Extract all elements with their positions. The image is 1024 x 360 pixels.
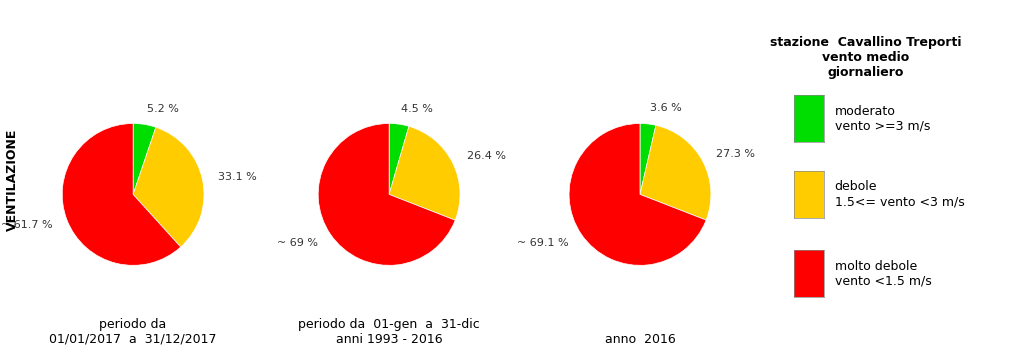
Wedge shape <box>62 123 180 265</box>
Wedge shape <box>133 123 156 194</box>
Wedge shape <box>569 123 707 265</box>
Text: VENTILAZIONE: VENTILAZIONE <box>6 129 18 231</box>
Text: ~ 61.7 %: ~ 61.7 % <box>1 220 52 230</box>
Wedge shape <box>389 123 409 194</box>
Text: ~ 69 %: ~ 69 % <box>276 238 317 248</box>
Wedge shape <box>640 123 656 194</box>
Wedge shape <box>389 126 460 220</box>
Text: periodo da  01-gen  a  31-dic
anni 1993 - 2016: periodo da 01-gen a 31-dic anni 1993 - 2… <box>298 318 480 346</box>
Text: debole
1.5<= vento <3 m/s: debole 1.5<= vento <3 m/s <box>835 180 965 208</box>
Wedge shape <box>640 125 711 220</box>
Text: anno  2016: anno 2016 <box>604 333 676 346</box>
Text: 4.5 %: 4.5 % <box>401 104 433 114</box>
Text: 33.1 %: 33.1 % <box>218 172 257 182</box>
Text: 27.3 %: 27.3 % <box>717 149 756 159</box>
Text: stazione  Cavallino Treporti
vento medio
giornaliero: stazione Cavallino Treporti vento medio … <box>769 36 962 79</box>
Text: ~ 69.1 %: ~ 69.1 % <box>517 238 568 248</box>
Text: periodo da
01/01/2017  a  31/12/2017: periodo da 01/01/2017 a 31/12/2017 <box>49 318 217 346</box>
Text: 3.6 %: 3.6 % <box>650 103 682 113</box>
Text: moderato
vento >=3 m/s: moderato vento >=3 m/s <box>835 105 930 133</box>
Text: molto debole
vento <1.5 m/s: molto debole vento <1.5 m/s <box>835 260 931 288</box>
Wedge shape <box>133 127 204 247</box>
Wedge shape <box>318 123 456 265</box>
Text: 5.2 %: 5.2 % <box>147 104 179 114</box>
Text: 26.4 %: 26.4 % <box>467 151 506 161</box>
